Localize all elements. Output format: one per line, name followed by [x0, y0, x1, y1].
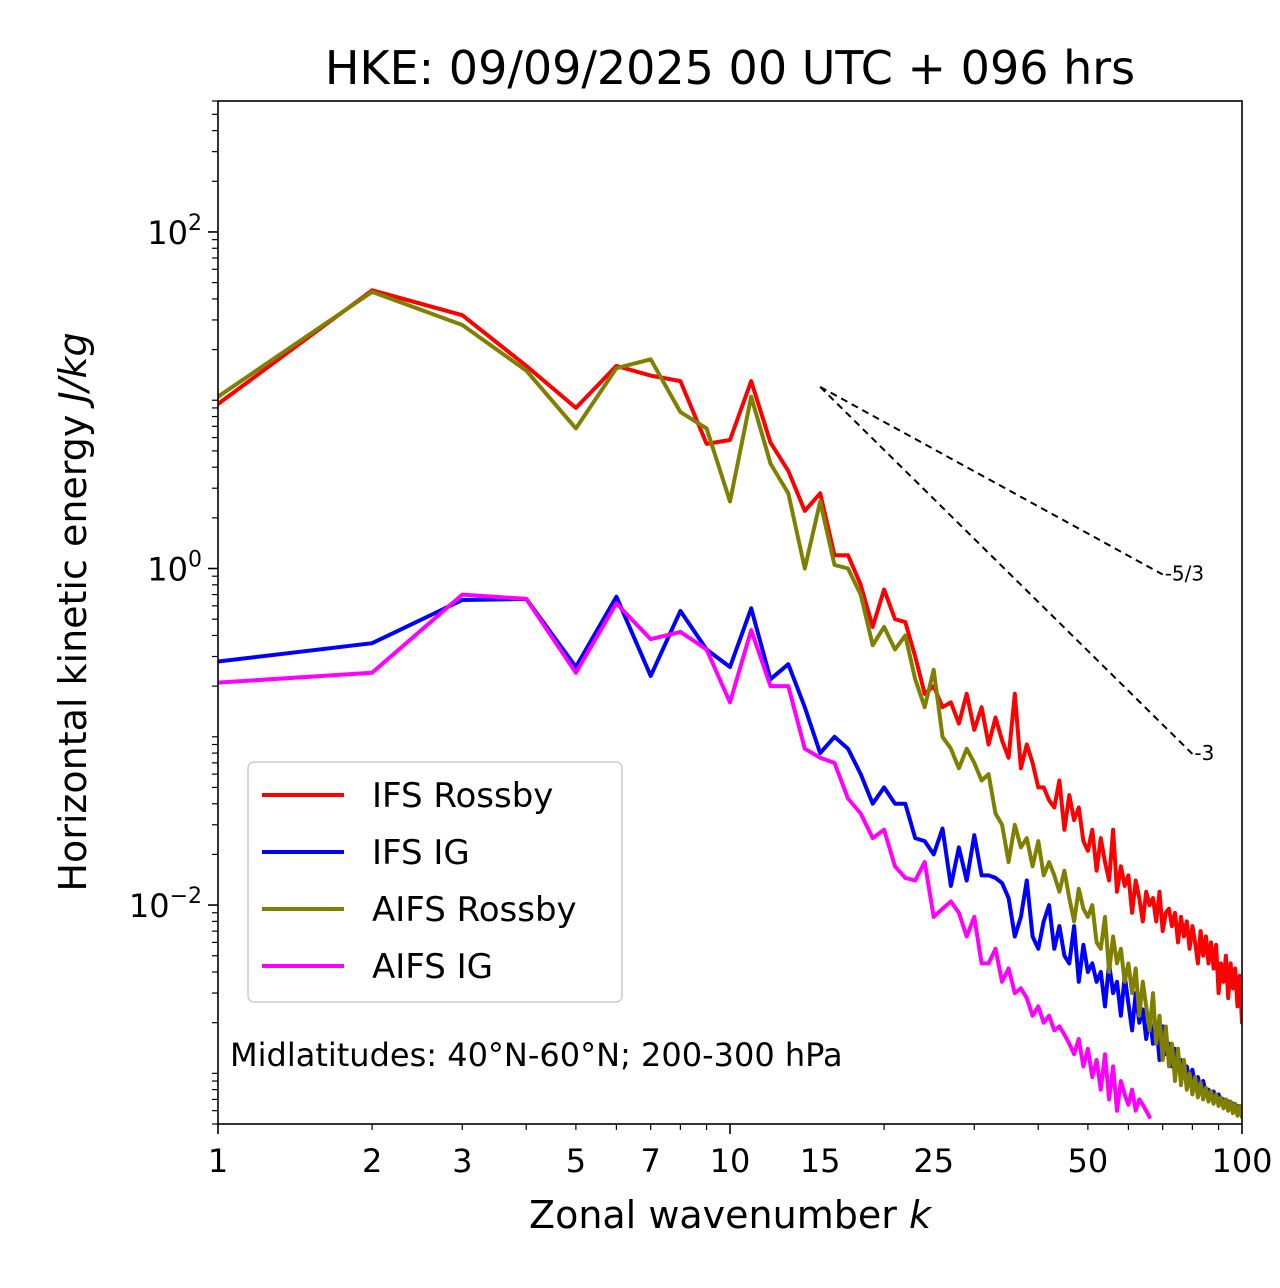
reference-label-2: -3	[1194, 741, 1214, 765]
y-tick-label: 10−2	[129, 884, 202, 925]
y-axis-ticks: 102 100 10−2	[129, 100, 218, 1125]
legend: IFS Rossby IFS IG AIFS Rossby AIFS IG	[247, 761, 623, 1003]
x-tick-label: 50	[1068, 1142, 1109, 1180]
x-tick-label: 25	[913, 1142, 954, 1180]
x-tick-label: 15	[800, 1142, 841, 1180]
x-tick-label: 7	[641, 1142, 661, 1180]
legend-label: IFS Rossby	[372, 776, 553, 816]
x-tick-label: 100	[1211, 1142, 1272, 1180]
x-tick-label: 10	[710, 1142, 751, 1180]
series-line-aifs-rossby	[218, 289, 1242, 1119]
legend-label: IFS IG	[372, 833, 470, 873]
region-annotation: Midlatitudes: 40°N-60°N; 200-300 hPa	[230, 1036, 843, 1074]
x-tick-label: 2	[362, 1142, 382, 1180]
reference-line-2	[819, 386, 1194, 755]
series-line-ifs-rossby	[218, 288, 1242, 1025]
y-tick-label: 102	[147, 211, 202, 252]
reference-slopes	[819, 386, 1194, 755]
y-axis-label-unit: J/kg	[51, 332, 95, 409]
series-line-aifs-ig	[218, 592, 1152, 1119]
x-tick-label: 5	[566, 1142, 586, 1180]
reference-label-1: -5/3	[1165, 562, 1204, 586]
legend-box	[247, 761, 623, 1003]
x-axis-label: Zonal wavenumber k	[529, 1193, 933, 1237]
legend-label: AIFS Rossby	[372, 890, 577, 930]
series-layer	[218, 288, 1242, 1119]
legend-entries: IFS Rossby IFS IG AIFS Rossby AIFS IG	[262, 776, 577, 987]
reference-line-1	[819, 386, 1164, 576]
y-tick-label: 100	[147, 548, 202, 589]
x-tick-label: 3	[452, 1142, 472, 1180]
x-axis-label-main: Zonal wavenumber	[529, 1193, 909, 1237]
x-axis-ticks: 1 2 3 5 7 10 15 25 50 100	[208, 1124, 1273, 1180]
chart-title: HKE: 09/09/2025 00 UTC + 096 hrs	[325, 41, 1135, 95]
y-axis-label: Horizontal kinetic energy J/kg	[51, 332, 95, 891]
x-tick-label: 1	[208, 1142, 228, 1180]
legend-label: AIFS IG	[372, 947, 493, 987]
x-axis-label-var: k	[909, 1193, 933, 1237]
y-axis-label-main: Horizontal kinetic energy	[51, 403, 95, 892]
